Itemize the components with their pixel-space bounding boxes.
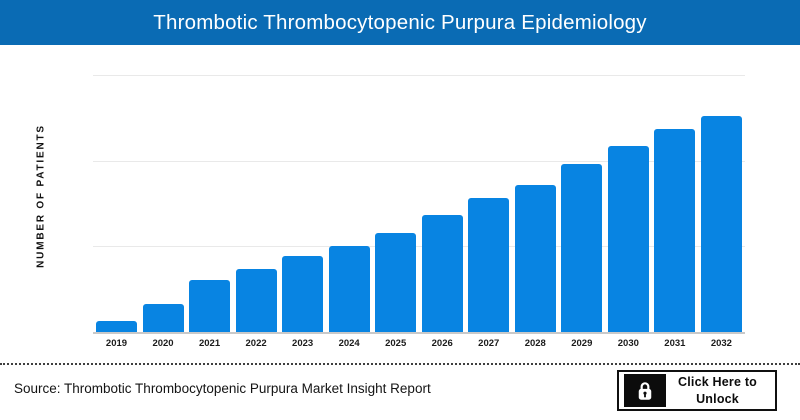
bar-2032 [700, 116, 742, 332]
plot-area: 2019 2020 2021 2022 2023 2024 2025 2026 2027 2028… [93, 60, 745, 349]
x-tick-label: 2027 [478, 338, 500, 349]
bar-2026 [421, 215, 463, 332]
bar-2023 [282, 256, 324, 332]
bar-2022 [235, 269, 277, 332]
header-banner: Thrombotic Thrombocytopenic Purpura Epid… [0, 0, 800, 45]
bar-2021 [189, 280, 231, 332]
bar-2020 [142, 303, 184, 332]
source-text: Source: Thrombotic Thrombocytopenic Purp… [14, 381, 431, 396]
x-tick-label: 2023 [292, 338, 314, 349]
x-tick-label: 2028 [524, 338, 546, 349]
bar-column: 2030 [607, 60, 649, 349]
x-tick-label: 2031 [664, 338, 686, 349]
bar-column: 2027 [468, 60, 510, 349]
bar-column: 2031 [654, 60, 696, 349]
x-tick-label: 2019 [105, 338, 128, 349]
x-tick-label: 2026 [431, 338, 453, 349]
bar-column: 2028 [514, 60, 556, 349]
x-tick-label: 2030 [617, 338, 639, 349]
x-tick-label: 2032 [710, 338, 732, 349]
bar-2031 [654, 128, 696, 332]
bar-series: 2019 2020 2021 2022 2023 2024 2025 2026 2027 2028… [93, 60, 745, 349]
unlock-label-line1: Click Here to [678, 375, 758, 390]
bar-column: 2023 [282, 60, 324, 349]
bar-2027 [468, 198, 510, 332]
unlock-button-label: Click Here to Unlock [666, 374, 757, 407]
lock-icon-box [624, 374, 666, 407]
x-tick-label: 2025 [385, 338, 407, 349]
unlock-label-line2: Unlock [696, 391, 739, 406]
bar-column: 2022 [235, 60, 277, 349]
x-tick-label: 2024 [338, 338, 360, 349]
gridline [93, 161, 745, 162]
bar-column: 2020 [142, 60, 184, 349]
bar-2019 [96, 321, 137, 332]
x-tick-label: 2029 [571, 338, 593, 349]
bar-column: 2025 [375, 60, 417, 349]
y-axis-label: NUMBER OF PATIENTS [35, 124, 47, 268]
x-tick-label: 2020 [152, 338, 174, 349]
bar-column: 2032 [700, 60, 742, 349]
unlock-button[interactable]: Click Here to Unlock [617, 370, 777, 411]
gridline [93, 75, 745, 76]
bar-column: 2029 [561, 60, 603, 349]
bar-column: 2024 [328, 60, 370, 349]
gridline [93, 246, 745, 247]
bar-column: 2026 [421, 60, 463, 349]
bar-column: 2019 [96, 60, 137, 349]
bar-2028 [514, 185, 556, 332]
lock-icon [638, 381, 652, 400]
bar-2030 [607, 146, 649, 332]
x-tick-label: 2021 [198, 338, 221, 349]
dotted-divider [0, 363, 800, 365]
bar-column: 2021 [189, 60, 231, 349]
bar-2025 [375, 232, 417, 332]
bar-2029 [561, 163, 603, 332]
bar-2024 [328, 245, 370, 332]
x-tick-label: 2022 [245, 338, 267, 349]
page-title: Thrombotic Thrombocytopenic Purpura Epid… [153, 10, 647, 34]
